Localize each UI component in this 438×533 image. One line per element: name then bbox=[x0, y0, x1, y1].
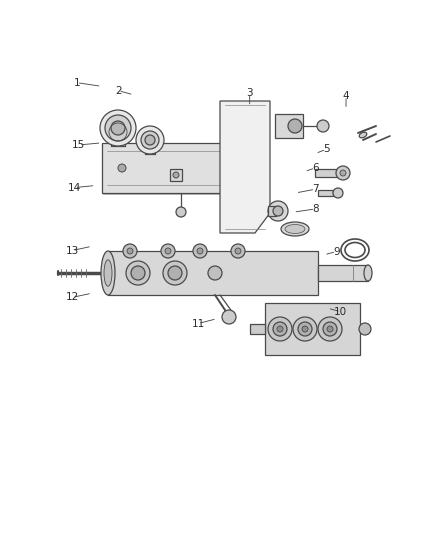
Text: 7: 7 bbox=[312, 184, 319, 194]
Circle shape bbox=[100, 110, 136, 146]
Ellipse shape bbox=[285, 224, 305, 233]
Circle shape bbox=[208, 266, 222, 280]
Ellipse shape bbox=[101, 251, 115, 295]
Circle shape bbox=[273, 322, 287, 336]
Text: 12: 12 bbox=[66, 293, 79, 302]
Text: 6: 6 bbox=[312, 163, 319, 173]
Ellipse shape bbox=[104, 260, 112, 286]
Text: 4: 4 bbox=[343, 91, 350, 101]
Circle shape bbox=[193, 244, 207, 258]
Circle shape bbox=[327, 326, 333, 332]
Circle shape bbox=[268, 317, 292, 341]
Circle shape bbox=[197, 248, 203, 254]
Circle shape bbox=[340, 170, 346, 176]
Circle shape bbox=[277, 326, 283, 332]
Circle shape bbox=[222, 310, 236, 324]
Bar bbox=[250, 324, 265, 334]
Bar bbox=[103, 144, 261, 194]
Circle shape bbox=[131, 266, 145, 280]
Circle shape bbox=[123, 244, 137, 258]
Circle shape bbox=[111, 121, 125, 135]
Circle shape bbox=[163, 261, 187, 285]
Bar bbox=[318, 265, 368, 281]
Text: 14: 14 bbox=[68, 183, 81, 192]
Circle shape bbox=[359, 323, 371, 335]
Text: 2: 2 bbox=[115, 86, 122, 95]
Text: 11: 11 bbox=[191, 319, 205, 328]
Circle shape bbox=[231, 244, 245, 258]
Bar bbox=[102, 143, 260, 193]
Text: 5: 5 bbox=[323, 144, 330, 154]
Ellipse shape bbox=[281, 222, 309, 236]
Circle shape bbox=[141, 131, 159, 149]
Circle shape bbox=[161, 244, 175, 258]
Text: 1: 1 bbox=[73, 78, 80, 87]
Bar bbox=[265, 303, 360, 355]
Ellipse shape bbox=[364, 265, 372, 281]
Circle shape bbox=[165, 248, 171, 254]
Bar bbox=[318, 190, 333, 196]
Circle shape bbox=[126, 261, 150, 285]
Circle shape bbox=[323, 322, 337, 336]
Bar bbox=[170, 169, 182, 181]
Circle shape bbox=[302, 326, 308, 332]
Circle shape bbox=[318, 317, 342, 341]
Circle shape bbox=[317, 120, 329, 132]
Circle shape bbox=[298, 322, 312, 336]
Circle shape bbox=[145, 135, 155, 145]
Circle shape bbox=[333, 188, 343, 198]
Bar bbox=[275, 114, 303, 138]
Circle shape bbox=[268, 201, 288, 221]
Circle shape bbox=[173, 172, 179, 178]
Bar bbox=[268, 206, 276, 216]
Text: 13: 13 bbox=[66, 246, 79, 255]
Text: 9: 9 bbox=[333, 247, 340, 256]
Circle shape bbox=[273, 206, 283, 216]
Circle shape bbox=[105, 115, 131, 141]
Circle shape bbox=[127, 248, 133, 254]
Circle shape bbox=[235, 248, 241, 254]
Polygon shape bbox=[220, 101, 270, 233]
Text: 8: 8 bbox=[312, 204, 319, 214]
Circle shape bbox=[293, 317, 317, 341]
Circle shape bbox=[288, 119, 302, 133]
Bar bbox=[108, 251, 318, 295]
Ellipse shape bbox=[359, 132, 367, 138]
Circle shape bbox=[176, 207, 186, 217]
Circle shape bbox=[118, 164, 126, 172]
Circle shape bbox=[336, 166, 350, 180]
Text: 3: 3 bbox=[246, 88, 253, 98]
Text: 15: 15 bbox=[72, 140, 85, 150]
Bar bbox=[315, 169, 337, 177]
Circle shape bbox=[136, 126, 164, 154]
Text: 10: 10 bbox=[334, 307, 347, 317]
Circle shape bbox=[168, 266, 182, 280]
